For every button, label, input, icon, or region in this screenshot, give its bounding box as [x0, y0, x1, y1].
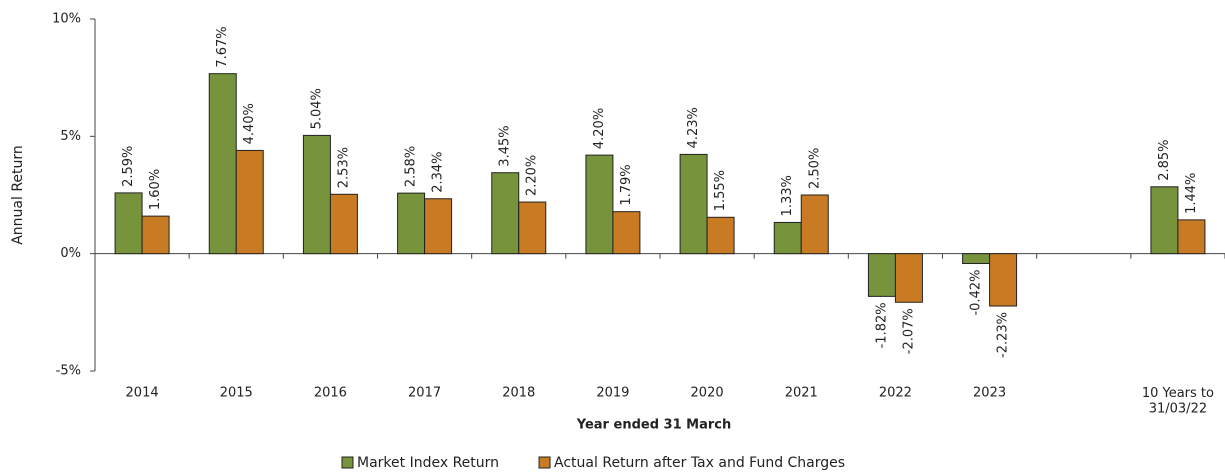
- data-label: 2.50%: [807, 148, 822, 189]
- x-tick-label: 2018: [502, 386, 535, 401]
- bar: [114, 192, 143, 255]
- bar: [867, 253, 896, 297]
- legend-swatch: [538, 456, 551, 469]
- bar: [706, 216, 735, 255]
- bar: [989, 253, 1018, 307]
- x-tick-label: 2019: [596, 386, 629, 401]
- bar: [491, 172, 520, 255]
- bar: [235, 149, 264, 255]
- x-tick-label: 2022: [879, 386, 912, 401]
- data-label: 1.79%: [619, 164, 634, 205]
- legend-swatch: [341, 456, 354, 469]
- y-tick-label: 0%: [60, 246, 81, 261]
- data-label: 2.58%: [404, 146, 419, 187]
- data-label: 2.53%: [336, 147, 351, 188]
- bar: [424, 198, 453, 255]
- data-label: 2.20%: [525, 155, 540, 196]
- data-label: 4.20%: [592, 108, 607, 149]
- y-axis-title: Annual Return: [10, 145, 26, 245]
- y-tick-label: 10%: [52, 12, 81, 27]
- x-tick-label: 2021: [785, 386, 818, 401]
- bar: [679, 153, 708, 255]
- bar: [800, 194, 829, 255]
- data-label: -0.42%: [969, 270, 984, 316]
- data-label: 7.67%: [215, 26, 230, 67]
- y-tick-label: 5%: [60, 129, 81, 144]
- y-tick-label: -5%: [56, 364, 81, 379]
- data-label: 4.40%: [242, 103, 257, 144]
- x-tick-label: 2015: [220, 386, 253, 401]
- data-label: 2.85%: [1157, 139, 1172, 180]
- data-label: 1.33%: [780, 175, 795, 216]
- data-label: -1.82%: [874, 302, 889, 348]
- x-axis-title: Year ended 31 March: [576, 418, 731, 433]
- legend-label: Market Index Return: [357, 455, 499, 471]
- bar: [894, 253, 923, 303]
- data-label: -2.07%: [901, 308, 916, 354]
- x-tick-label: 2017: [408, 386, 441, 401]
- data-label: 3.45%: [498, 125, 513, 166]
- data-label: 2.59%: [121, 146, 136, 187]
- bar: [397, 192, 426, 255]
- data-label: 2.34%: [431, 151, 446, 192]
- x-tick-label: 2014: [126, 386, 159, 401]
- bar: [962, 253, 991, 265]
- x-tick-label: 10 Years to 31/03/22: [1142, 386, 1214, 417]
- bar: [1150, 186, 1179, 255]
- x-tick-label: 2016: [314, 386, 347, 401]
- bar: [518, 201, 547, 255]
- legend-label: Actual Return after Tax and Fund Charges: [554, 455, 845, 471]
- data-label: 1.60%: [148, 169, 163, 210]
- bar: [612, 211, 641, 255]
- bar: [141, 215, 170, 255]
- bar: [585, 154, 614, 255]
- bar: [1177, 219, 1206, 255]
- data-label: 1.55%: [713, 170, 728, 211]
- data-label: 5.04%: [309, 88, 324, 129]
- x-tick-label: 2020: [691, 386, 724, 401]
- data-label: 1.44%: [1184, 173, 1199, 214]
- x-tick-label: 2023: [973, 386, 1006, 401]
- data-label: 4.23%: [686, 107, 701, 148]
- bar: [208, 73, 237, 255]
- bar: [773, 221, 802, 255]
- bar: [302, 134, 331, 255]
- data-label: -2.23%: [996, 312, 1011, 358]
- bar: [329, 193, 358, 255]
